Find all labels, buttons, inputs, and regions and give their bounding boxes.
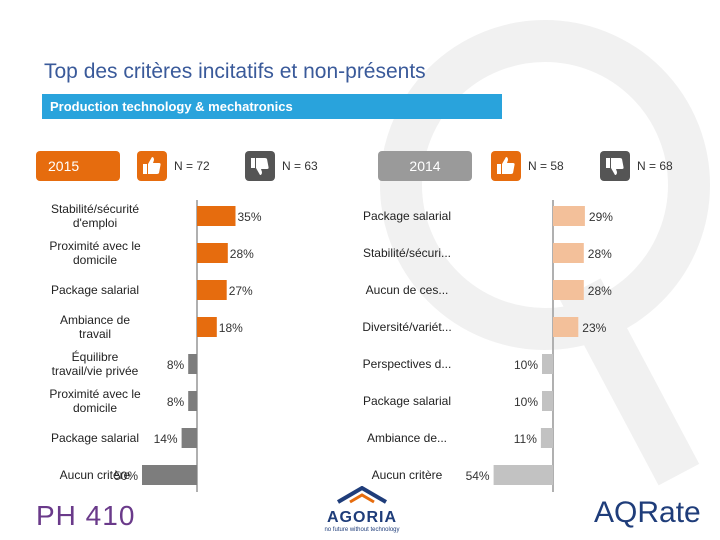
- category-label-2015-4: Équilibre travail/vie privée: [52, 349, 139, 378]
- aqrate-logo-text: AQRate: [594, 496, 701, 529]
- bar-2014-non-present-2: [540, 428, 553, 448]
- value-label-2014-7: 54%: [466, 469, 490, 483]
- agoria-mark-icon: [336, 485, 388, 504]
- ph410-logo-text: PH 410: [36, 500, 136, 531]
- bar-2015-non-present-1: [188, 391, 197, 411]
- year-label-2014: 2014: [378, 151, 472, 181]
- n-count-down-2015: N = 63: [282, 159, 318, 173]
- value-label-2015-6: 14%: [154, 432, 178, 446]
- value-label-2014-1: 28%: [588, 247, 612, 261]
- bar-2015-non-present-0: [188, 354, 197, 374]
- agoria-logo: AGORIA no future without technology: [312, 485, 412, 533]
- bar-2014-incitatif-2: [553, 280, 584, 300]
- agoria-tagline: no future without technology: [324, 527, 400, 533]
- category-label-2014-5: Package salarial: [363, 394, 451, 408]
- bar-2014-incitatif-3: [553, 317, 579, 337]
- value-label-2015-7: 50%: [114, 469, 138, 483]
- category-label-2014-6: Ambiance de...: [367, 431, 447, 445]
- bar-2014-incitatif-1: [553, 243, 584, 263]
- category-label-2014-3: Diversité/variét...: [362, 320, 451, 334]
- agoria-logo-text: AGORIA: [327, 509, 397, 526]
- bar-2015-incitatif-1: [197, 243, 228, 263]
- n-count-down-2014: N = 68: [637, 159, 673, 173]
- bar-2015-non-present-3: [142, 465, 197, 485]
- category-label-2015-7: Aucun critère: [60, 468, 131, 482]
- section-banner: Production technology & mechatronics: [42, 94, 502, 119]
- category-label-2014-1: Stabilité/sécuri...: [363, 246, 451, 260]
- category-label-2015-2: Package salarial: [51, 283, 139, 297]
- category-label-2015-1: Proximité avec le domicile: [49, 239, 141, 267]
- value-label-2014-2: 28%: [588, 284, 612, 298]
- n-count-up-2015: N = 72: [174, 159, 210, 173]
- bar-2014-incitatif-0: [553, 206, 585, 226]
- value-label-2014-3: 23%: [582, 321, 606, 335]
- n-count-up-2014: N = 58: [528, 159, 564, 173]
- value-label-2015-0: 35%: [238, 210, 262, 224]
- aqrate-logo: AQRate: [594, 496, 701, 530]
- bar-2015-non-present-2: [181, 428, 197, 448]
- value-label-2014-6: 11%: [514, 432, 537, 446]
- bar-2015-incitatif-2: [197, 280, 227, 300]
- bar-2014-non-present-1: [542, 391, 553, 411]
- year-label-2015: 2015: [36, 151, 120, 181]
- category-label-2014-0: Package salarial: [363, 209, 451, 223]
- category-label-2014-2: Aucun de ces...: [366, 283, 449, 297]
- bar-2015-incitatif-0: [197, 206, 236, 226]
- thumbs-down-icon: [600, 151, 630, 181]
- ph410-logo: PH 410: [36, 500, 135, 532]
- bar-2014-non-present-3: [493, 465, 553, 485]
- value-label-2015-3: 18%: [219, 321, 243, 335]
- page-title: Top des critères incitatifs et non-prése…: [44, 60, 426, 83]
- value-label-2015-5: 8%: [167, 395, 185, 409]
- value-label-2014-0: 29%: [589, 210, 613, 224]
- bar-2014-non-present-0: [542, 354, 553, 374]
- thumbs-down-icon: [245, 151, 275, 181]
- category-label-2014-4: Perspectives d...: [363, 357, 452, 371]
- category-label-2015-5: Proximité avec le domicile: [49, 387, 141, 415]
- category-label-2015-6: Package salarial: [51, 431, 139, 445]
- category-label-2015-0: Stabilité/sécurité d'emploi: [51, 202, 139, 230]
- value-label-2015-4: 8%: [167, 358, 185, 372]
- value-label-2015-1: 28%: [230, 247, 254, 261]
- bar-2015-incitatif-3: [197, 317, 217, 337]
- thumbs-up-icon: [491, 151, 521, 181]
- value-label-2014-5: 10%: [514, 395, 538, 409]
- value-label-2015-2: 27%: [229, 284, 253, 298]
- value-label-2014-4: 10%: [514, 358, 538, 372]
- category-label-2015-3: Ambiance de travail: [60, 313, 130, 341]
- thumbs-up-icon: [137, 151, 167, 181]
- category-label-2014-7: Aucun critère: [372, 468, 443, 482]
